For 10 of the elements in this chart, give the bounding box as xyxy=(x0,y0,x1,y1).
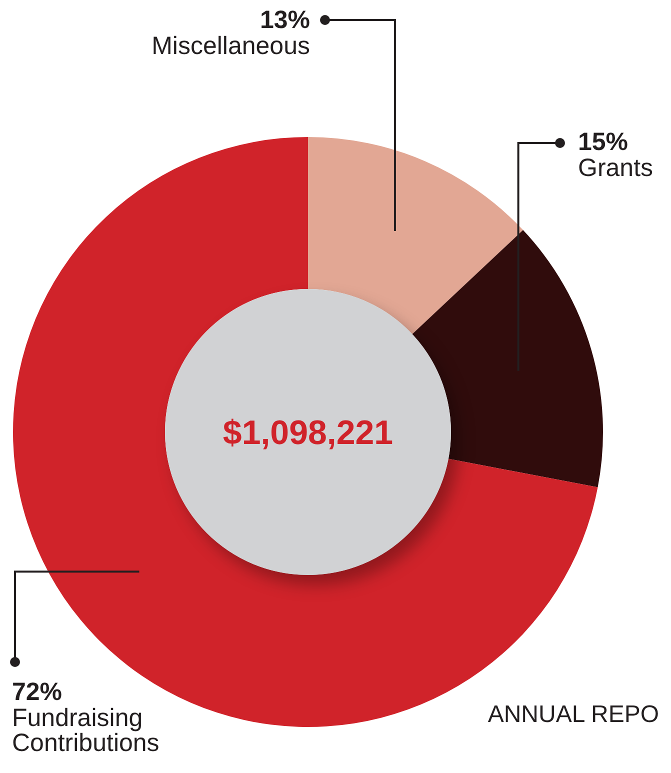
donut-slice xyxy=(412,230,603,488)
text: $1,098,221 xyxy=(222,414,394,452)
data-label: 15% xyxy=(578,128,628,156)
slice-label: Grants xyxy=(578,154,654,182)
slice-label: Fundraising Contributions xyxy=(12,704,160,757)
slice-label: Miscellaneous xyxy=(152,32,310,60)
donut-slice xyxy=(308,137,524,334)
data-label: 72% xyxy=(12,678,62,706)
text: ANNUAL REPO xyxy=(488,701,659,728)
data-label: 13% xyxy=(260,6,310,34)
